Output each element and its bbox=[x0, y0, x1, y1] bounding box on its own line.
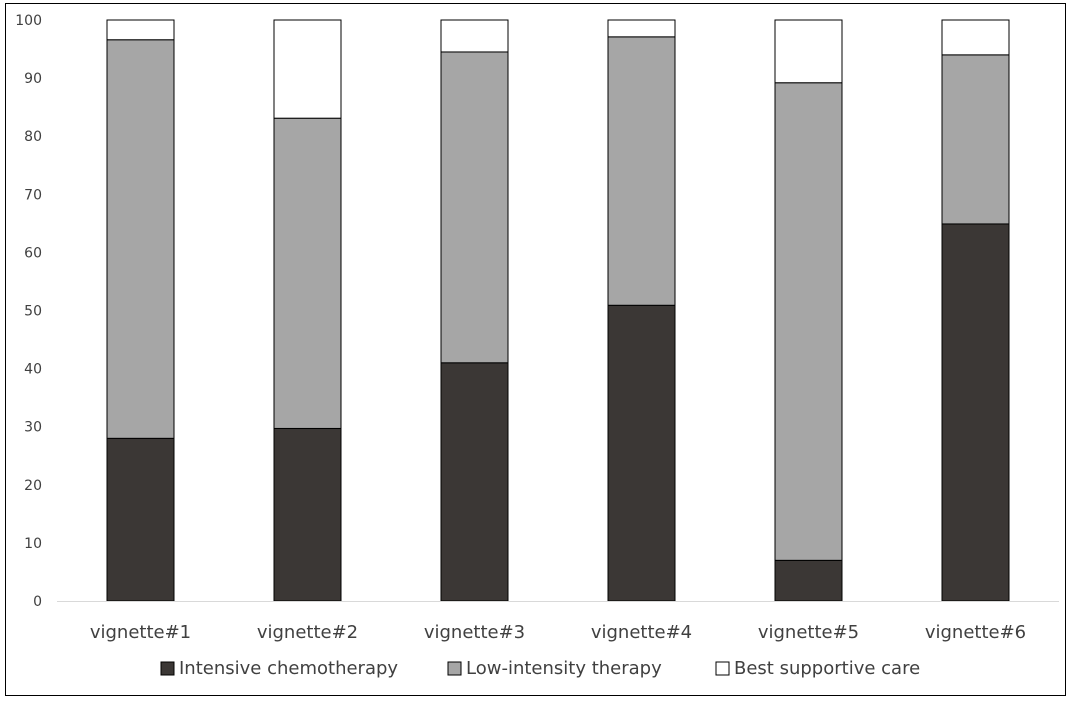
bar-segment bbox=[941, 223, 1010, 602]
bar-segment bbox=[106, 39, 175, 439]
bar-segment bbox=[607, 19, 676, 38]
x-category-label: vignette#6 bbox=[925, 622, 1026, 643]
legend-swatch bbox=[160, 661, 175, 676]
bar-segment bbox=[607, 36, 676, 306]
bar-segment bbox=[440, 51, 509, 364]
y-tick-label: 70 bbox=[24, 187, 42, 203]
chart-frame: 0 10 20 30 40 50 60 70 80 90 100 vignette#1 vignett… bbox=[5, 3, 1066, 696]
y-tick-label: 50 bbox=[24, 304, 42, 320]
bar-segment bbox=[273, 19, 342, 119]
y-axis-ticks: 0 10 20 30 40 50 60 70 80 90 100 bbox=[15, 13, 42, 610]
bar-segment bbox=[941, 54, 1010, 225]
legend-label: Low-intensity therapy bbox=[466, 658, 662, 679]
y-tick-label: 100 bbox=[15, 13, 42, 29]
bar-segment bbox=[106, 437, 175, 602]
bar-segment bbox=[440, 19, 509, 53]
y-tick-label: 0 bbox=[33, 594, 42, 610]
legend: Intensive chemotherapy Low-intensity ther… bbox=[160, 658, 920, 679]
y-tick-label: 80 bbox=[24, 129, 42, 145]
legend-label: Intensive chemotherapy bbox=[179, 658, 398, 679]
x-category-label: vignette#3 bbox=[424, 622, 525, 643]
y-tick-label: 10 bbox=[24, 536, 42, 552]
bar-segment bbox=[941, 19, 1010, 56]
bar-segment bbox=[774, 82, 843, 561]
bar-segment bbox=[440, 362, 509, 602]
bar-segment bbox=[273, 117, 342, 429]
bars-group bbox=[106, 19, 1010, 602]
y-tick-label: 40 bbox=[24, 362, 42, 378]
y-tick-label: 90 bbox=[24, 71, 42, 87]
legend-swatch bbox=[715, 661, 730, 676]
legend-label: Best supportive care bbox=[734, 658, 920, 679]
x-category-label: vignette#4 bbox=[591, 622, 692, 643]
bar-segment bbox=[607, 304, 676, 602]
x-axis-labels: vignette#1 vignette#2 vignette#3 vignette#4… bbox=[90, 622, 1026, 643]
y-tick-label: 60 bbox=[24, 245, 42, 261]
x-category-label: vignette#5 bbox=[758, 622, 859, 643]
x-category-label: vignette#1 bbox=[90, 622, 191, 643]
bar-segment bbox=[774, 19, 843, 84]
y-tick-label: 20 bbox=[24, 478, 42, 494]
bar-segment bbox=[106, 19, 175, 41]
bar-segment bbox=[273, 427, 342, 602]
bar-segment bbox=[774, 559, 843, 602]
legend-swatch bbox=[447, 661, 462, 676]
x-category-label: vignette#2 bbox=[257, 622, 358, 643]
y-tick-label: 30 bbox=[24, 420, 42, 436]
